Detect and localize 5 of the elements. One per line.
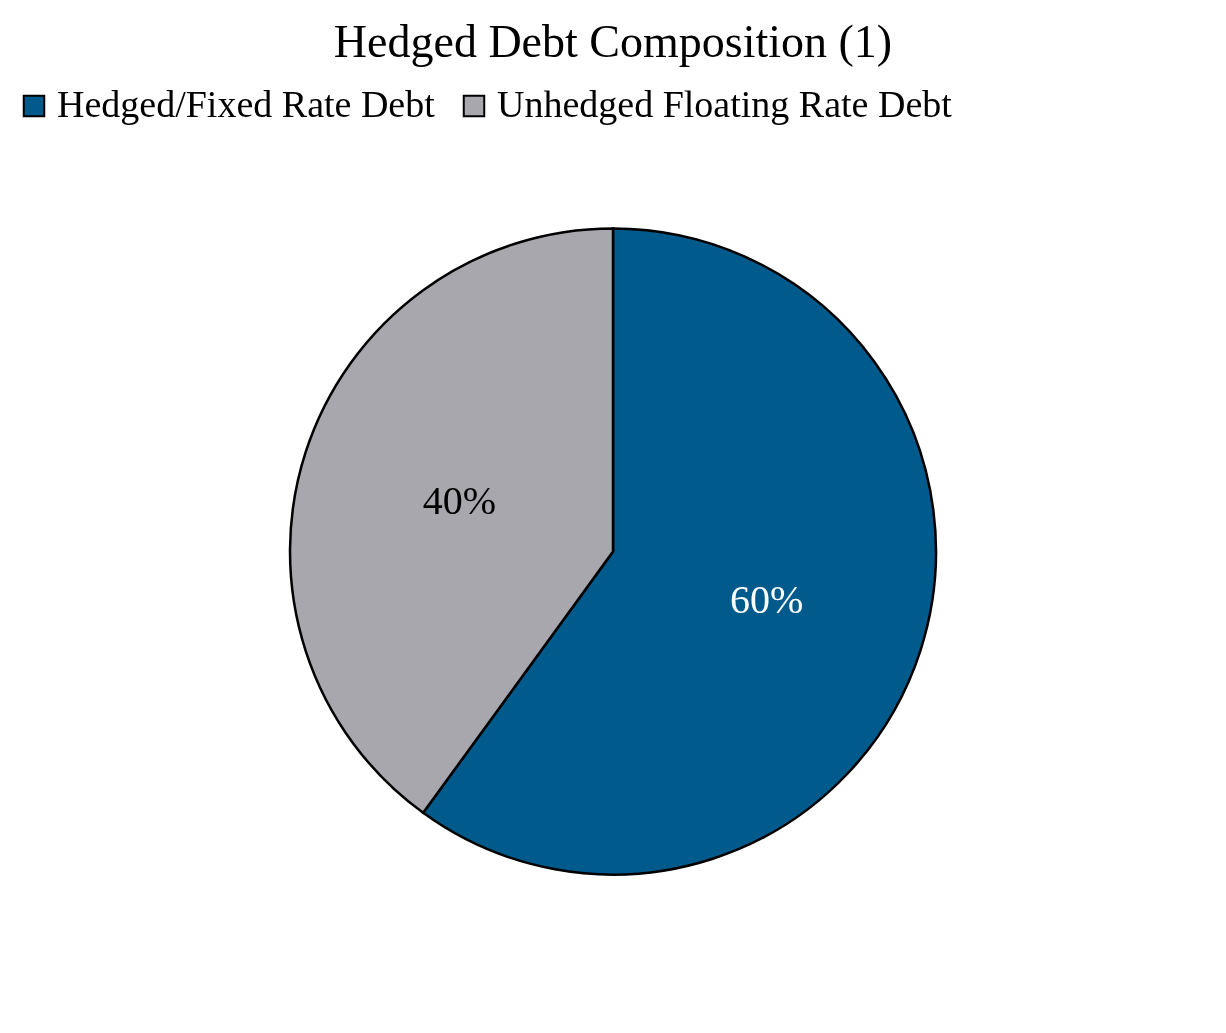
legend-label: Unhedged Floating Rate Debt <box>497 83 953 125</box>
data-label: 60% <box>729 577 804 623</box>
legend-label: Hedged/Fixed Rate Debt <box>57 83 436 125</box>
chart-title: Hedged Debt Composition (1) <box>333 16 893 67</box>
data-label: 40% <box>422 477 497 523</box>
